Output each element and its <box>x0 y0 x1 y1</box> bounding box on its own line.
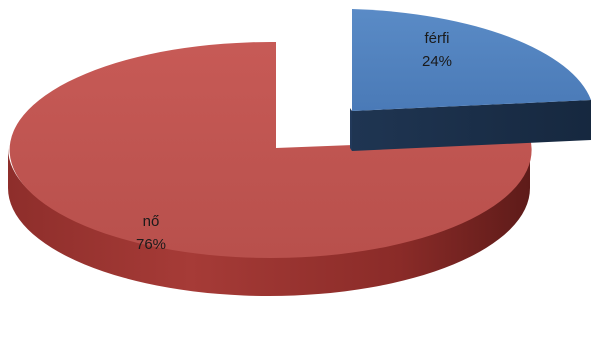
slice-side-ferfi <box>352 100 591 151</box>
slice-label-no: nő <box>143 213 160 230</box>
pie-slice-ferfi <box>352 9 591 111</box>
slice-value-no: 76% <box>136 236 166 253</box>
slice-value-ferfi: 24% <box>422 53 452 70</box>
slice-label-ferfi: férfi <box>424 30 449 47</box>
slice-side-no <box>8 148 530 296</box>
slice-edge-ferfi <box>350 108 352 151</box>
pie-slice-no <box>9 41 532 258</box>
